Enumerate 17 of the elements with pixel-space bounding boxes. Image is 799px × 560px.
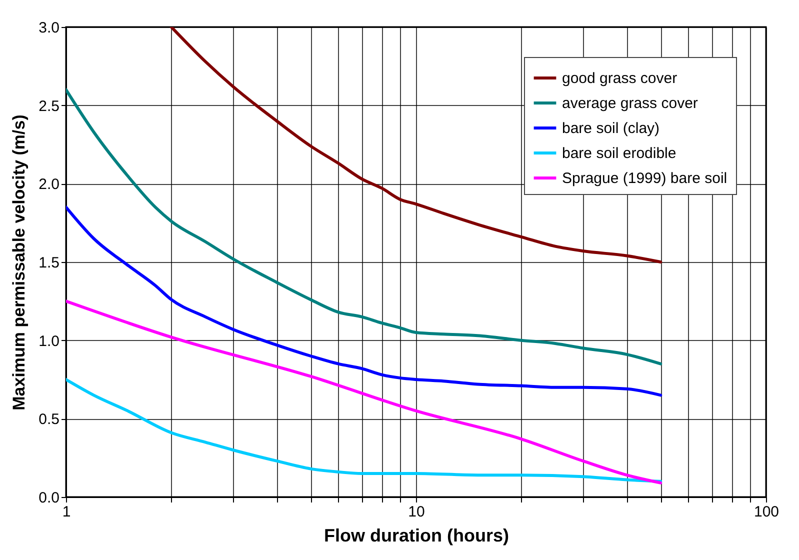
legend-label: Sprague (1999) bare soil <box>562 170 728 187</box>
y-tick-label: 0.0 <box>38 490 60 506</box>
legend-label: bare soil erodible <box>562 145 676 162</box>
y-tick-label: 0.5 <box>38 411 60 428</box>
legend-label: good grass cover <box>562 70 678 87</box>
y-tick-label: 3.0 <box>38 20 60 36</box>
y-tick-label: 1.0 <box>38 332 60 350</box>
y-tick-label: 1.5 <box>38 254 60 272</box>
x-tick-label: 10 <box>408 504 425 520</box>
x-tick-label: 1 <box>62 504 71 520</box>
x-tick-label: 100 <box>754 504 780 520</box>
x-axis-title: Flow duration (hours) <box>324 526 509 546</box>
y-axis-title: Maximum permissable velocity (m/s) <box>10 114 29 410</box>
y-tick-label: 2.5 <box>38 98 60 115</box>
y-tick-label: 2.0 <box>38 176 60 194</box>
legend-label: bare soil (clay) <box>562 120 660 137</box>
legend-label: average grass cover <box>562 95 698 112</box>
